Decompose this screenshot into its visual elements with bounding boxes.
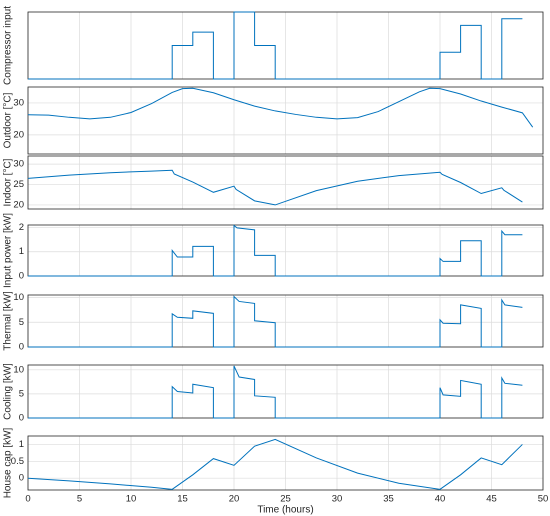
y-tick-label: 30 — [13, 159, 24, 170]
data-line — [27, 438, 523, 490]
axes-frame — [27, 435, 544, 491]
y-axis-label: Input power [kW] — [3, 213, 14, 288]
y-tick-label: 0 — [19, 342, 24, 353]
data-line — [28, 11, 523, 80]
data-line — [27, 169, 523, 206]
y-tick-label: 20 — [13, 129, 24, 140]
x-tick-label: 30 — [332, 494, 343, 505]
y-tick-label: 5 — [19, 388, 24, 399]
y-axis-label: Indoor [°C] — [3, 158, 14, 206]
x-tick-label: 25 — [280, 494, 291, 505]
axes-frame — [27, 155, 544, 210]
y-tick-label: 10 — [13, 292, 24, 303]
x-tick-label: 15 — [177, 494, 188, 505]
y-tick-label: 1 — [19, 439, 24, 450]
y-tick-label: 0 — [19, 271, 24, 282]
y-tick-label: 20 — [13, 199, 24, 210]
x-tick-label: 10 — [126, 494, 137, 505]
y-tick-label: 10 — [13, 364, 24, 375]
y-axis-label: Compressor input — [3, 6, 14, 85]
x-tick-label: 45 — [486, 494, 497, 505]
y-tick-label: 1 — [19, 246, 24, 257]
y-tick-label: 0.5 — [11, 456, 24, 467]
data-line — [27, 87, 534, 128]
y-tick-label: 2 — [19, 222, 24, 233]
x-tick-label: 40 — [435, 494, 446, 505]
y-axis-label: Thermal [kW] — [3, 291, 14, 351]
data-line — [28, 224, 523, 277]
y-axis-label: Cooling [kW] — [3, 363, 14, 420]
y-axis-label: Outdoor [°C] — [3, 92, 14, 148]
y-tick-label: 0 — [19, 473, 24, 484]
y-tick-label: 0 — [19, 413, 24, 424]
y-tick-label: 25 — [13, 179, 24, 190]
axes-frame — [27, 86, 544, 155]
x-axis-label: Time (hours) — [257, 505, 313, 516]
x-tick-label: 50 — [538, 494, 549, 505]
y-tick-label: 30 — [13, 97, 24, 108]
data-line — [28, 295, 523, 348]
y-axis-label: House cap [kW] — [3, 427, 14, 498]
x-tick-label: 0 — [25, 494, 30, 505]
y-tick-label: 5 — [19, 317, 24, 328]
data-line — [28, 365, 523, 419]
x-tick-label: 5 — [77, 494, 82, 505]
x-tick-label: 20 — [229, 494, 240, 505]
x-tick-label: 35 — [383, 494, 394, 505]
